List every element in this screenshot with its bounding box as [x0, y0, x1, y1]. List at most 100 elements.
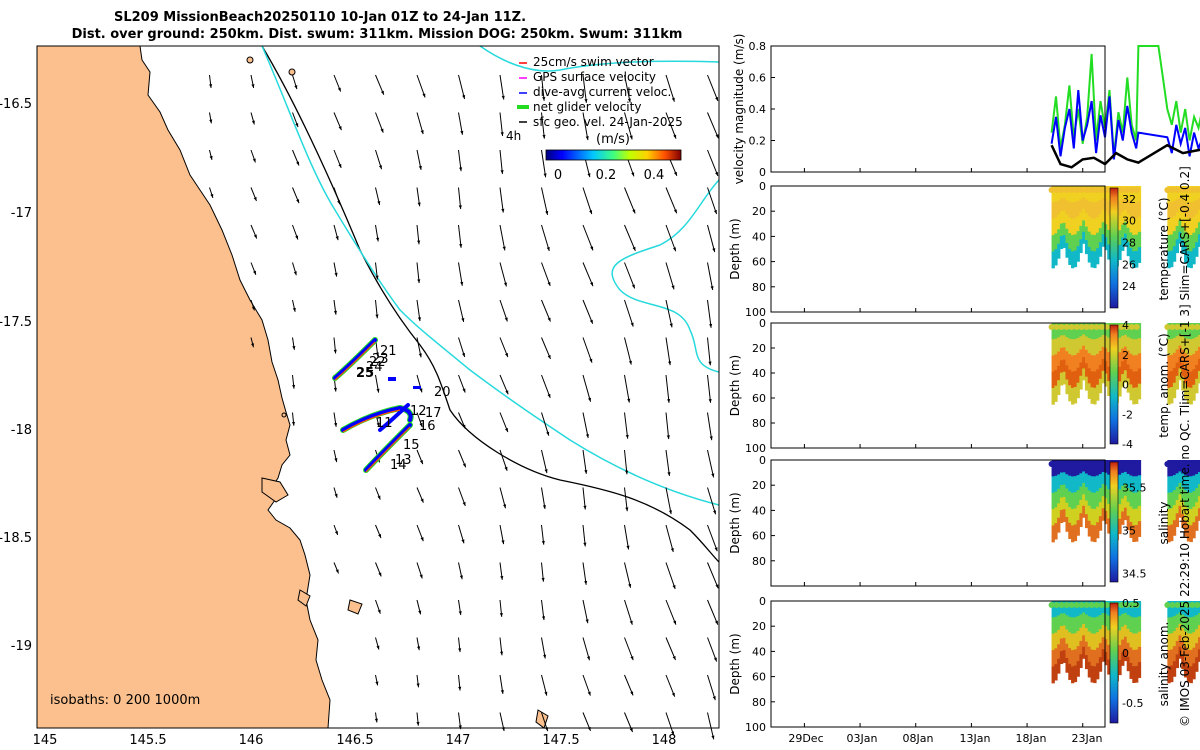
profile-cell: [1121, 361, 1125, 375]
profile-cell: [1057, 337, 1061, 353]
surface-dot: [1133, 461, 1140, 467]
profile-cell: [1073, 524, 1078, 542]
velocity-arrow-head: [459, 167, 463, 172]
profile-cell: [1101, 484, 1105, 497]
velocity-arrow: [665, 299, 673, 328]
profile-cell: [1090, 186, 1094, 203]
profile-cell: [1101, 346, 1105, 360]
profile-cell: [1087, 323, 1092, 339]
profile-cell: [1051, 492, 1055, 510]
profile-cell: [1132, 202, 1136, 220]
profile-cell: [1082, 623, 1086, 636]
velocity-arrow-head: [630, 322, 634, 327]
velocity-arrow-head: [712, 248, 716, 253]
profile-cell: [1062, 210, 1066, 224]
profile-cell: [1079, 375, 1083, 390]
profile-cell: [1170, 339, 1174, 356]
profile-cell: [1054, 648, 1058, 665]
depth-tick: 80: [752, 417, 766, 430]
velocity-arrow-head: [713, 510, 717, 515]
profile-cell: [1184, 490, 1188, 507]
profile-cell: [1059, 638, 1064, 652]
profile-cell: [1137, 186, 1142, 202]
profile-cell: [1068, 632, 1072, 649]
profile-cell: [1107, 615, 1111, 631]
surface-dot: [1118, 602, 1125, 608]
velocity-arrow-head: [417, 646, 421, 651]
profile-cell: [1065, 365, 1069, 381]
velocity-arrow-head: [672, 656, 676, 661]
surface-dot: [1123, 324, 1130, 330]
profile-cell: [1121, 237, 1125, 251]
velocity-arrow-head: [546, 247, 550, 252]
velocity-arrow: [499, 299, 508, 322]
profile-cell: [1059, 510, 1064, 524]
profile-cell: [1137, 460, 1142, 476]
profile-cell: [1175, 614, 1179, 629]
profile-cell: [1087, 338, 1092, 354]
profile-cell: [1123, 636, 1128, 650]
velocity-arrow: [541, 337, 551, 360]
surface-dot: [1068, 324, 1075, 330]
velocity-arrow-head: [500, 689, 504, 694]
profile-cell: [1181, 473, 1185, 488]
profile-cell: [1186, 633, 1191, 651]
surface-dot: [1068, 602, 1075, 608]
profile-cell: [1197, 508, 1200, 521]
profile-cell: [1184, 246, 1188, 263]
profile-cell: [1189, 251, 1193, 269]
profile-cell: [1104, 335, 1108, 349]
velocity-arrow-head: [586, 656, 590, 661]
profile-cell: [1065, 502, 1069, 518]
velocity-arrow-head: [338, 163, 342, 168]
profile-cell: [1189, 218, 1193, 236]
profile-cell: [1186, 460, 1191, 477]
profile-cell: [1057, 351, 1061, 367]
surface-dot: [1073, 602, 1080, 608]
velocity-arrow-head: [377, 609, 381, 614]
profile-cell: [1104, 224, 1108, 238]
surface-dot: [1053, 461, 1060, 467]
profile-cell: [1084, 336, 1089, 351]
profile-cell: [1104, 639, 1108, 653]
profile-cell: [1098, 336, 1103, 352]
velocity-arrow-head: [422, 93, 426, 98]
velocity-arrow-head: [542, 96, 546, 101]
profile-cell: [1101, 508, 1105, 521]
profile-cell: [1093, 323, 1097, 340]
profile-cell: [1087, 646, 1092, 663]
surface-dot: [1078, 602, 1085, 608]
profile-cell: [1175, 199, 1179, 214]
profile-cell: [1054, 338, 1058, 355]
profile-cell: [1172, 323, 1177, 339]
profile-cell: [1059, 347, 1064, 361]
speed-colorbar: [545, 149, 682, 161]
profile-cell: [1123, 624, 1128, 638]
profile-cell: [1084, 514, 1089, 529]
profile-cell: [1135, 617, 1139, 634]
profile-cell: [1104, 498, 1108, 512]
profile-cell: [1073, 476, 1078, 493]
profile-cell: [1167, 666, 1171, 684]
surface-dot: [1128, 324, 1135, 330]
velocity-series: [1050, 90, 1200, 160]
profile-cell: [1186, 508, 1191, 526]
velocity-arrow-head: [462, 352, 466, 357]
profile-cell: [1178, 612, 1182, 625]
profile-cell: [1118, 215, 1122, 231]
velocity-arrow-head: [668, 361, 672, 366]
profile-cell: [1129, 353, 1133, 370]
profile-cell: [1098, 323, 1103, 338]
track-gps-dots: [334, 341, 411, 473]
y-tick: -18: [11, 423, 32, 438]
profile-cell: [1104, 211, 1108, 225]
profile-cell: [1126, 378, 1130, 393]
surface-dot: [1063, 187, 1070, 193]
velocity-arrow: [541, 262, 551, 287]
velocity-arrow-head: [583, 505, 587, 510]
colorbar-tick: 4: [1122, 319, 1129, 332]
velocity-arrow-head: [713, 209, 717, 214]
surface-dot: [1078, 461, 1085, 467]
profile-cell: [1126, 501, 1130, 517]
profile-cell: [1073, 386, 1078, 404]
